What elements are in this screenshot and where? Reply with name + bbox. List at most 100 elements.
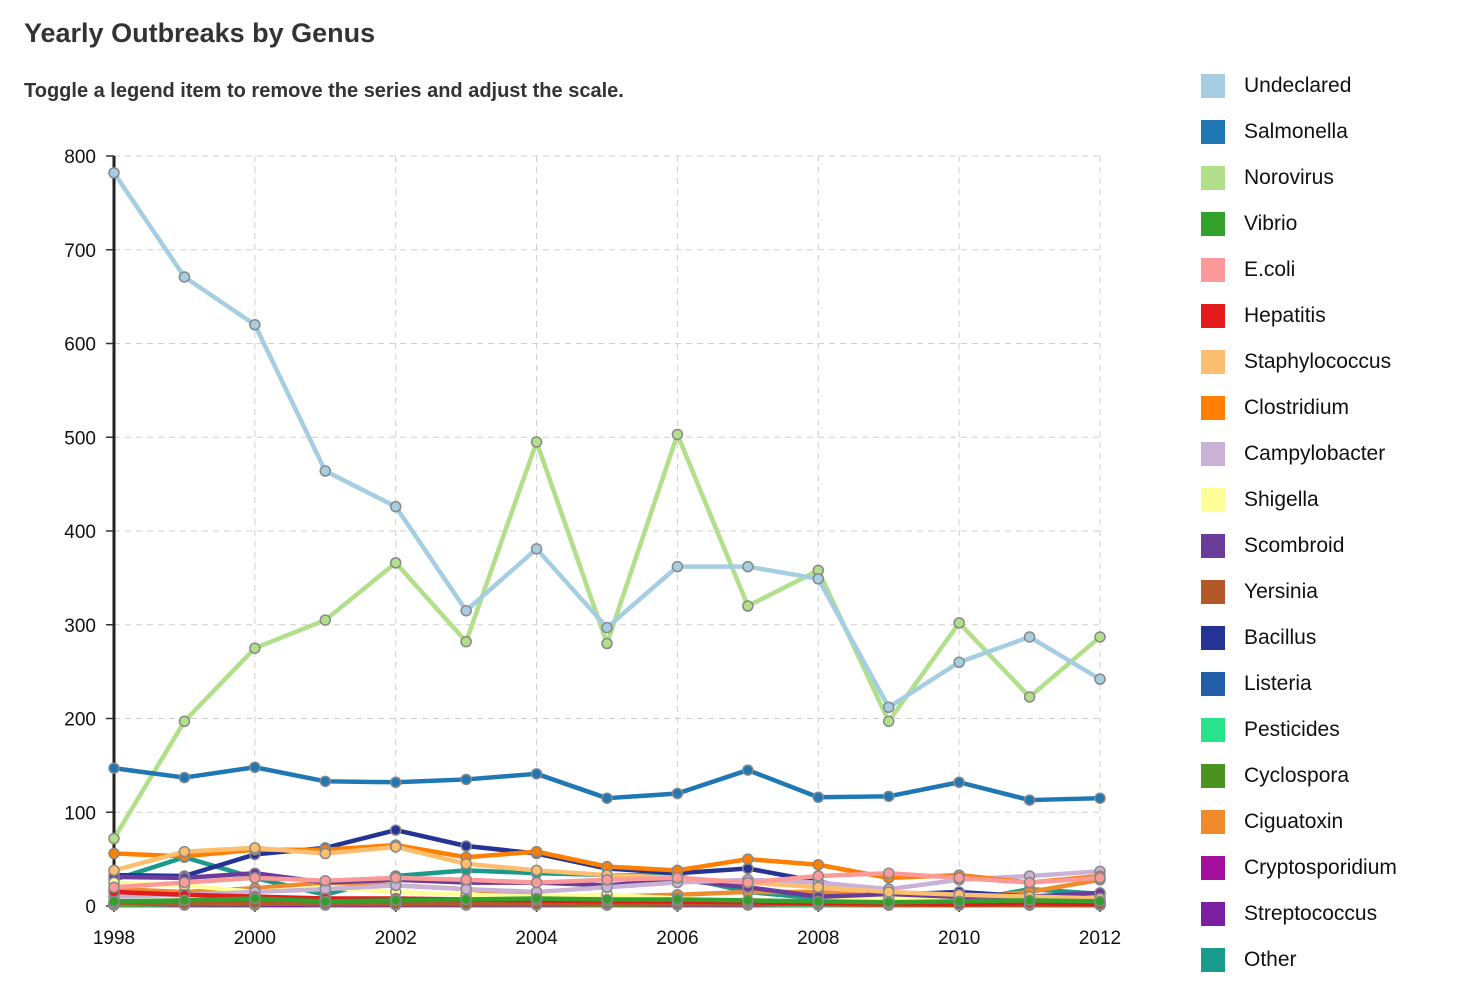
legend-label: Other [1244,948,1297,971]
data-point-e-coli [389,872,402,884]
data-point-undeclared [108,167,120,179]
legend-item-cryptosporidium[interactable]: Cryptosporidium [1201,854,1441,880]
data-point-norovirus [249,642,261,654]
legend-swatch [1201,672,1225,696]
legend-swatch [1201,396,1225,420]
data-point-vibrio [108,895,120,908]
legend-item-e-coli[interactable]: E.coli [1201,256,1441,282]
data-point-e-coli [249,872,261,884]
data-point-salmonella [319,775,332,788]
data-point-vibrio [389,894,402,907]
legend-label: Pesticides [1244,718,1340,741]
legend-label: Undeclared [1244,74,1352,97]
data-point-undeclared [319,465,332,477]
data-point-norovirus [953,617,965,629]
y-tick-label: 800 [64,147,96,168]
legend-label: Shigella [1244,488,1319,511]
legend-swatch [1201,120,1225,144]
data-point-salmonella [530,768,543,780]
data-point-undeclared [1094,673,1106,685]
y-tick-label: 600 [64,335,96,356]
legend-label: Scombroid [1244,534,1345,557]
data-point-staphylococcus [812,881,825,893]
legend-swatch [1201,258,1225,282]
data-point-e-coli [742,876,754,889]
data-point-e-coli [1094,872,1106,884]
legend-item-vibrio[interactable]: Vibrio [1201,210,1441,236]
data-point-e-coli [953,872,965,884]
x-tick-label: 2000 [234,928,276,949]
legend-item-scombroid[interactable]: Scombroid [1201,532,1441,558]
legend-label: Listeria [1244,672,1312,695]
series-salmonella [108,761,1106,806]
data-point-norovirus [1094,631,1106,643]
legend-item-staphylococcus[interactable]: Staphylococcus [1201,348,1441,374]
legend-item-norovirus[interactable]: Norovirus [1201,164,1441,190]
data-point-undeclared [1023,631,1036,643]
legend-label: E.coli [1244,258,1296,281]
data-point-norovirus [389,557,402,569]
data-point-vibrio [812,895,825,908]
x-tick-label: 2010 [938,928,980,949]
legend-item-hepatitis[interactable]: Hepatitis [1201,302,1441,328]
data-point-clostridium [108,847,120,860]
legend-item-ciguatoxin[interactable]: Ciguatoxin [1201,808,1441,834]
data-point-e-coli [882,867,895,879]
legend-item-campylobacter[interactable]: Campylobacter [1201,440,1441,466]
legend-item-other[interactable]: Other [1201,946,1441,972]
data-point-e-coli [460,874,472,886]
legend-swatch [1201,304,1225,328]
x-tick-label: 1998 [93,928,135,949]
data-point-undeclared [882,701,895,713]
data-point-vibrio [1023,894,1036,907]
data-point-bacillus [742,862,754,875]
legend-swatch [1201,212,1225,236]
data-point-staphylococcus [319,847,332,860]
y-tick-label: 200 [64,710,96,731]
legend-item-cyclospora[interactable]: Cyclospora [1201,762,1441,788]
data-point-norovirus [108,832,120,845]
legend-item-pesticides[interactable]: Pesticides [1201,716,1441,742]
data-point-vibrio [742,894,754,907]
series-vibrio [108,892,1106,908]
legend-item-yersinia[interactable]: Yersinia [1201,578,1441,604]
legend-item-undeclared[interactable]: Undeclared [1201,72,1441,98]
data-point-clostridium [812,859,825,871]
data-point-vibrio [178,894,191,907]
data-point-staphylococcus [460,858,472,870]
series-norovirus [108,428,1106,845]
y-tick-label: 300 [64,616,96,637]
data-point-e-coli [178,876,191,889]
legend-label: Yersinia [1244,580,1318,603]
legend-item-salmonella[interactable]: Salmonella [1201,118,1441,144]
grid [114,155,1101,906]
data-point-undeclared [953,656,965,668]
legend-item-streptococcus[interactable]: Streptococcus [1201,900,1441,926]
data-point-e-coli [812,870,825,882]
data-point-undeclared [530,543,543,555]
y-tick-label: 0 [85,897,96,918]
line-chart: 0 100 200 300 400 500 600 700 800 1998 2000 2002 200… [64,147,1121,949]
legend-swatch [1201,442,1225,466]
data-point-vibrio [1094,895,1106,908]
data-point-staphylococcus [249,842,261,854]
data-point-norovirus [319,614,332,626]
data-point-vibrio [953,895,965,908]
legend-swatch [1201,580,1225,604]
data-point-undeclared [812,573,825,585]
legend-item-bacillus[interactable]: Bacillus [1201,624,1441,650]
data-point-salmonella [389,776,402,788]
data-point-staphylococcus [108,864,120,877]
x-tick-label: 2008 [797,928,839,949]
legend-swatch [1201,764,1225,788]
legend-item-shigella[interactable]: Shigella [1201,486,1441,512]
data-point-undeclared [389,500,402,513]
legend-item-listeria[interactable]: Listeria [1201,670,1441,696]
legend-label: Cryptosporidium [1244,856,1397,879]
y-tick-label: 400 [64,522,96,543]
data-point-salmonella [249,761,261,773]
series-group [108,167,1106,911]
data-point-clostridium [530,845,543,858]
legend-item-clostridium[interactable]: Clostridium [1201,394,1441,420]
data-point-undeclared [742,560,754,573]
